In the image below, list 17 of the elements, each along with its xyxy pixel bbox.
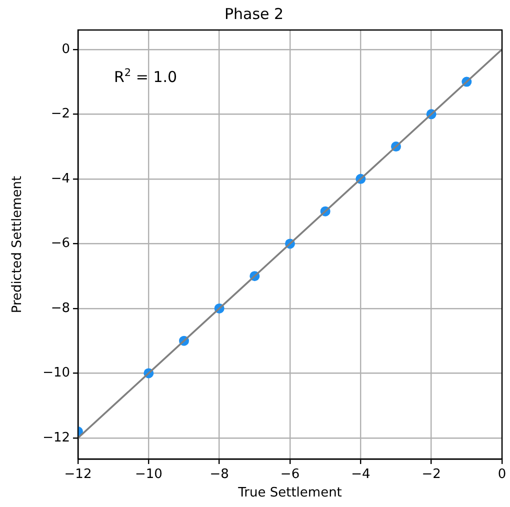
x-tick-label: −4 [351,467,370,482]
x-tick-label: −12 [64,467,92,482]
y-tick-label: −2 [50,106,70,122]
x-axis-title: True Settlement [237,486,342,501]
x-tick-label: −6 [280,467,300,482]
x-tick-label: −10 [134,467,162,482]
x-tick-label: −8 [210,467,229,482]
y-tick-label: 0 [62,42,70,57]
y-tick-label: −10 [42,366,70,381]
x-tick-label: 0 [498,467,506,482]
y-tick-label: −12 [42,430,70,446]
y-tick-label: −8 [50,300,70,316]
y-axis-title: Predicted Settlement [10,176,26,314]
y-tick-label: −4 [50,171,70,186]
x-tick-label: −2 [422,467,441,482]
y-tick-label: −6 [50,236,70,252]
chart-title: Phase 2 [224,4,284,23]
